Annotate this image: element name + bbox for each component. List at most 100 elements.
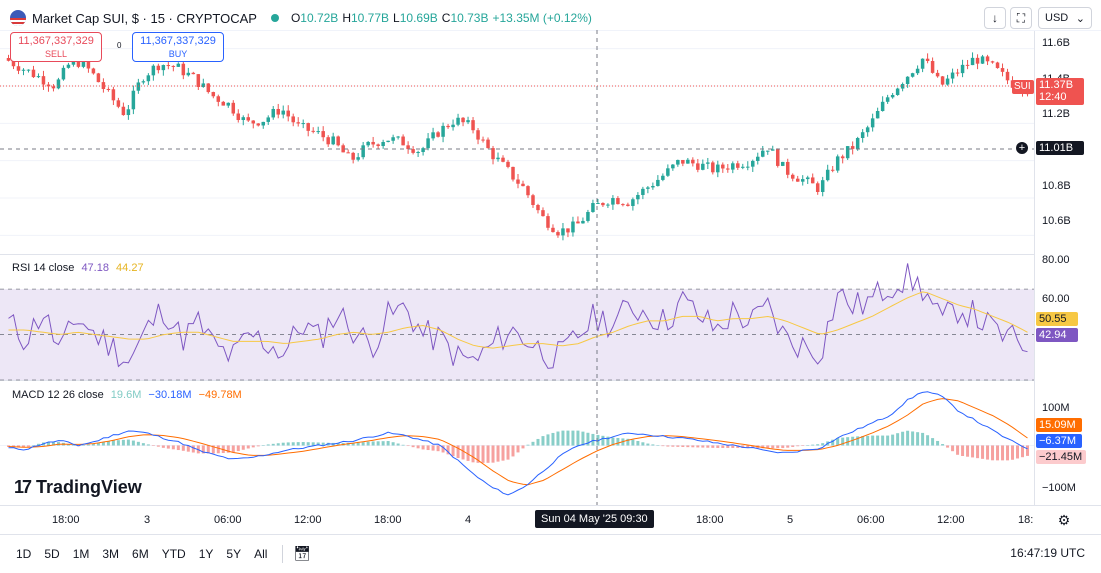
candle-body [920, 58, 925, 69]
candle [511, 166, 515, 182]
timeframe-1d[interactable]: 1D [16, 546, 32, 561]
macd-hist-bar [531, 441, 535, 446]
candle-body [840, 156, 845, 159]
add-alert-icon[interactable]: + [1015, 141, 1029, 155]
candle [241, 115, 246, 126]
high-label: H [342, 11, 351, 25]
timeframe-ytd[interactable]: YTD [161, 546, 186, 561]
candle [506, 159, 510, 169]
candle-body [131, 90, 136, 110]
open-label: O [290, 11, 301, 25]
candle [970, 52, 975, 66]
candle-body [416, 152, 420, 154]
candle-body [236, 113, 241, 121]
candle [596, 199, 600, 204]
gear-icon[interactable]: ⚙ [1057, 512, 1071, 528]
timeframe-1y[interactable]: 1Y [198, 546, 214, 561]
buy-button[interactable]: 11,367,337,329 BUY [132, 32, 224, 62]
candle [466, 116, 470, 125]
candle [945, 74, 950, 86]
rsi-line [8, 263, 1028, 369]
candle [176, 62, 181, 68]
candle-body [551, 227, 555, 233]
timeframe-1m[interactable]: 1M [72, 546, 90, 561]
candle-body [521, 183, 525, 187]
overlay-lines [0, 30, 1034, 505]
candle [436, 131, 440, 138]
candle-body [391, 137, 395, 141]
rsi-band-fill [0, 289, 1034, 380]
candle-body [361, 145, 365, 158]
spread-value: 0 [117, 41, 122, 50]
macd-hist-bar [31, 445, 35, 446]
macd-hist-bar [571, 430, 575, 446]
candle-body [825, 169, 830, 181]
candle [376, 143, 380, 149]
candle [701, 159, 705, 171]
macd-hist-bar [286, 442, 290, 446]
calendar-range-icon[interactable]: 📅︎ [293, 545, 312, 561]
macd-hist-bar [561, 430, 565, 446]
candle-body [686, 159, 690, 164]
time-tick: 5 [787, 514, 794, 526]
currency-select[interactable]: USD ⌄ [1038, 7, 1092, 29]
candle [606, 203, 610, 208]
candle [780, 161, 785, 167]
symbol-title[interactable]: Market Cap SUI, $ · 15 · CRYPTOCAP [32, 10, 257, 26]
macd-hist-bar [1006, 445, 1010, 461]
candle [751, 159, 755, 172]
candle-body [221, 101, 226, 106]
candle-body [16, 66, 21, 71]
candle-body [216, 96, 221, 102]
candle [371, 136, 375, 148]
macd-hist-bar [676, 445, 680, 447]
rsi-ma-value: 44.27 [116, 262, 144, 274]
last-price-tag: 11.37B 12:40 [1036, 78, 1084, 105]
candle [815, 181, 820, 195]
last-price-symbol-tag: SUI [1012, 80, 1034, 94]
candle-body [201, 83, 206, 87]
macd-hist-bar [246, 445, 250, 449]
candle-body [41, 76, 46, 85]
timeframe-6m[interactable]: 6M [132, 546, 149, 561]
macd-pane-title[interactable]: MACD 12 26 close 19.6M −30.18M −49.78M [12, 389, 246, 401]
download-icon[interactable]: ↓ [984, 7, 1006, 29]
candle [581, 217, 585, 224]
timeframe-5y[interactable]: 5Y [226, 546, 242, 561]
candle [536, 203, 540, 214]
candle-body [636, 194, 640, 200]
macd-hist-bar [941, 444, 945, 446]
time-tick: 12:00 [294, 514, 322, 526]
fullscreen-icon[interactable]: ⛶ [1010, 7, 1032, 29]
timeframe-3m[interactable]: 3M [102, 546, 120, 561]
macd-hist-bar [886, 435, 890, 446]
macd-hist-bar [796, 445, 800, 447]
candle [646, 185, 650, 194]
timeframe-5d[interactable]: 5D [44, 546, 60, 561]
macd-hist-bar [401, 444, 405, 446]
candle-body [980, 56, 985, 64]
candle-body [176, 63, 181, 67]
candle-body [191, 72, 196, 75]
tradingview-logo[interactable]: 17 TradingView [14, 477, 142, 498]
candle-body [855, 138, 860, 149]
candle-body [506, 161, 510, 167]
candle [461, 117, 465, 127]
candle [810, 173, 815, 184]
candle-body [441, 125, 445, 137]
macd-hist-bar [231, 445, 235, 453]
sell-button[interactable]: 11,367,337,329 SELL [10, 32, 102, 62]
macd-hist-bar [471, 445, 475, 463]
utc-clock[interactable]: 16:47:19 UTC [1010, 546, 1085, 560]
candle-body [66, 64, 71, 68]
candle [421, 146, 425, 156]
candle [36, 73, 41, 79]
timeframe-all[interactable]: All [254, 546, 268, 561]
rsi-pane-title[interactable]: RSI 14 close 47.18 44.27 [12, 262, 148, 274]
candle [626, 202, 630, 207]
macd-hist-bar [146, 444, 150, 446]
candle-body [296, 122, 300, 124]
candle-body [790, 174, 795, 179]
candle [721, 162, 725, 173]
